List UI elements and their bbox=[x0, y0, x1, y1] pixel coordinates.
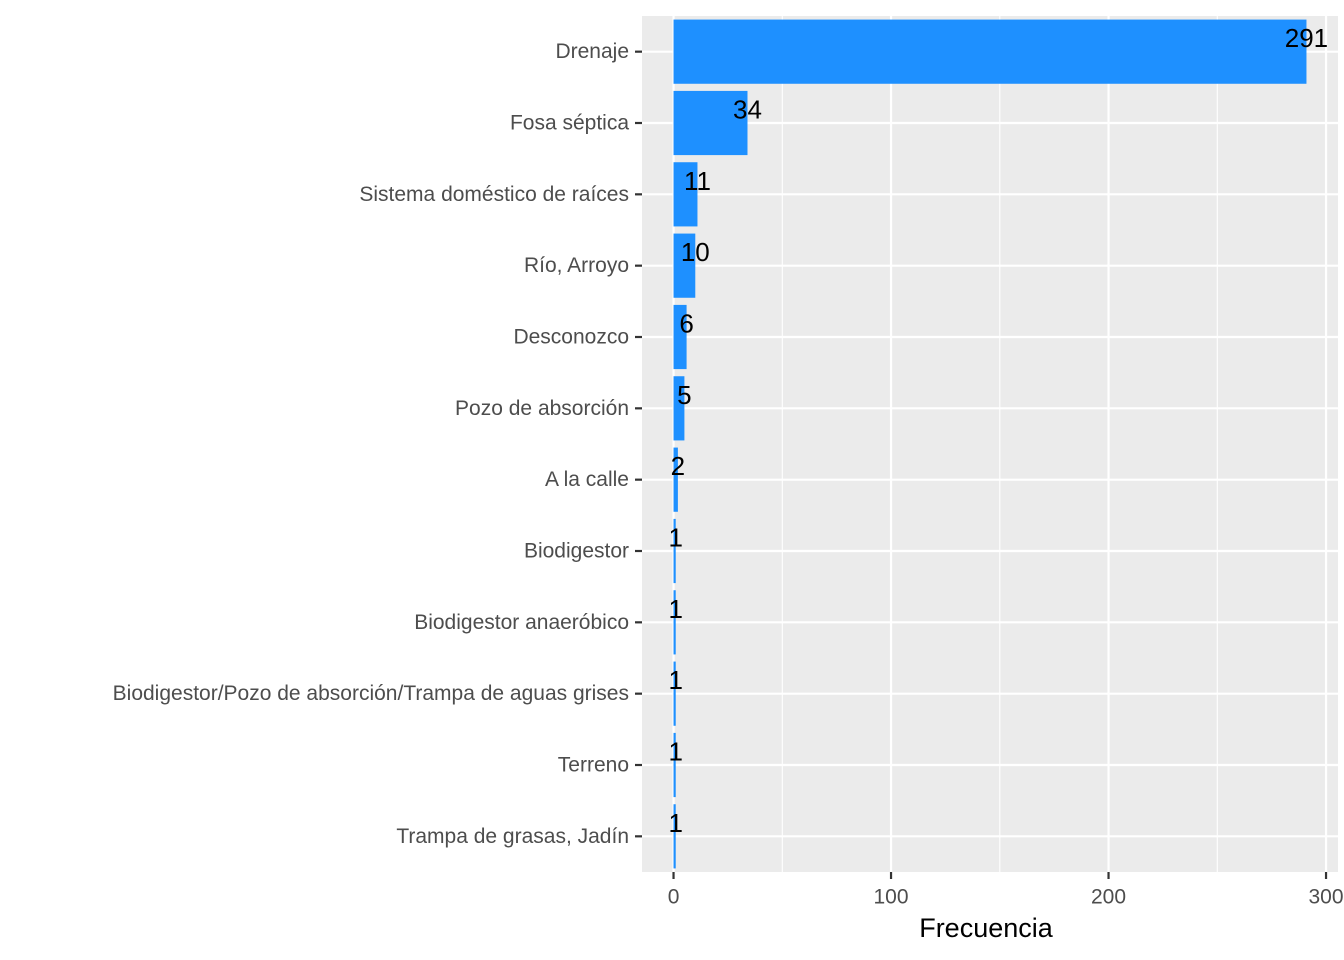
bar bbox=[673, 590, 676, 655]
plot-panel bbox=[642, 16, 1338, 872]
category-label: Pozo de absorción bbox=[455, 397, 629, 420]
category-label: Fosa séptica bbox=[510, 112, 629, 135]
category-label: Drenaje bbox=[555, 40, 629, 63]
bar bbox=[673, 518, 676, 584]
data-label: 1 bbox=[668, 522, 682, 552]
category-label: Biodigestor anaeróbico bbox=[414, 611, 629, 634]
category-label: A la calle bbox=[545, 468, 629, 491]
data-label: 291 bbox=[1285, 23, 1328, 53]
minor-gridlines bbox=[781, 16, 1218, 872]
data-label: 10 bbox=[681, 237, 710, 267]
category-label: Biodigestor/Pozo de absorción/Trampa de … bbox=[113, 682, 629, 705]
data-label: 1 bbox=[668, 736, 682, 766]
x-tick-label: 100 bbox=[874, 886, 909, 909]
bar bbox=[673, 376, 685, 441]
bar bbox=[673, 447, 678, 512]
bar bbox=[673, 19, 1307, 84]
bar bbox=[673, 732, 676, 798]
category-label: Sistema doméstico de raíces bbox=[359, 183, 629, 206]
data-label: 1 bbox=[668, 594, 682, 624]
bar bbox=[673, 162, 698, 227]
category-label: Biodigestor bbox=[524, 540, 629, 563]
x-axis-title: Frecuencia bbox=[919, 913, 1054, 943]
category-label: Trampa de grasas, Jadín bbox=[396, 825, 629, 848]
x-tick-label: 0 bbox=[668, 886, 680, 909]
data-label: 1 bbox=[668, 665, 682, 695]
data-label: 2 bbox=[671, 451, 685, 481]
category-label: Terreno bbox=[558, 754, 629, 777]
bar bbox=[673, 804, 676, 869]
y-axis: Drenaje Fosa séptica Sistema doméstico de … bbox=[113, 40, 642, 848]
x-tick-label: 300 bbox=[1309, 886, 1344, 909]
bar bbox=[673, 90, 748, 156]
category-label: Desconozco bbox=[513, 326, 629, 349]
x-tick-label: 200 bbox=[1091, 886, 1126, 909]
data-label: 34 bbox=[733, 94, 762, 124]
data-label: 5 bbox=[677, 380, 691, 410]
bar bbox=[673, 661, 676, 726]
bars bbox=[673, 19, 1307, 869]
category-label: Río, Arroyo bbox=[524, 254, 629, 277]
bar bbox=[673, 233, 696, 298]
data-label: 1 bbox=[668, 808, 682, 838]
bar bbox=[673, 304, 687, 370]
data-label: 6 bbox=[679, 308, 693, 338]
x-axis: 0 100 200 300 bbox=[668, 872, 1344, 909]
data-label: 11 bbox=[684, 166, 711, 196]
